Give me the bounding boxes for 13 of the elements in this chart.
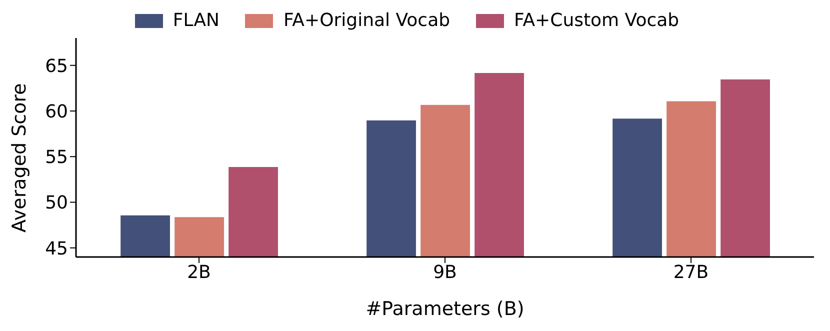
legend-label: FA+Original Vocab	[282, 10, 450, 31]
x-tick-label: 2B	[187, 262, 211, 283]
x-axis-title: #Parameters (B)	[366, 298, 524, 320]
y-tick-label: 45	[45, 238, 68, 260]
legend-label: FLAN	[172, 10, 220, 31]
y-axis-title: Averaged Score	[8, 83, 31, 232]
legend-label: FA+Custom Vocab	[513, 10, 680, 31]
y-tick-label: 55	[45, 147, 68, 168]
y-tick-label: 60	[45, 101, 68, 122]
x-tick-label: 27B	[673, 262, 709, 283]
x-tick-label: 9B	[433, 262, 457, 283]
y-tick-label: 50	[45, 192, 68, 214]
y-tick-label: 65	[45, 56, 68, 77]
